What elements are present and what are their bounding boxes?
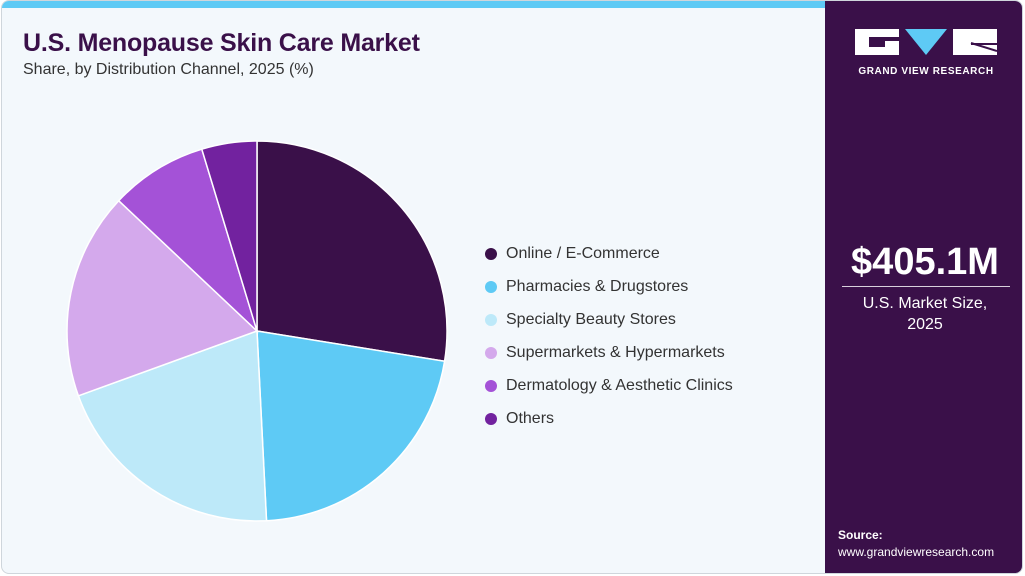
market-size-label-line1: U.S. Market Size, [862,295,988,312]
chart-subtitle: Share, by Distribution Channel, 2025 (%) [23,61,314,78]
legend-label: Online / E-Commerce [506,244,660,262]
legend-label: Specialty Beauty Stores [506,310,676,328]
legend-dot-icon [485,379,497,392]
pie-slice-specialty-beauty-stores [77,329,268,522]
legend-item: Dermatology & Aesthetic Clinics [485,369,733,402]
source-label: Source: [838,528,883,542]
pie-slice-dermatology-aesthetic-clinics [117,148,259,334]
pie-slice-others [200,140,258,332]
source-url[interactable]: www.grandviewresearch.com [838,545,995,559]
legend-dot-icon [485,412,497,425]
legend-dot-icon [485,280,497,293]
legend-item: Specialty Beauty Stores [485,303,733,336]
legend-label: Pharmacies & Drugstores [506,277,689,295]
market-size-value: $405.1M [851,241,999,283]
source: Source: www.grandviewresearch.com [838,527,994,561]
gvr-logo-icon [855,29,998,55]
legend: Online / E-Commerce Pharmacies & Drugstor… [485,237,733,435]
market-size-label: U.S. Market Size, 2025 [825,293,1022,335]
legend-item: Supermarkets & Hypermarkets [485,336,733,369]
legend-item: Pharmacies & Drugstores [485,270,733,303]
brand-logo: GRAND VIEW RESEARCH [855,29,998,77]
legend-dot-icon [485,247,497,260]
accent-bar [2,1,826,8]
legend-dot-icon [485,313,497,326]
legend-item: Others [485,402,733,435]
pie-slice-online-e-commerce [256,140,448,363]
legend-item: Online / E-Commerce [485,237,733,270]
sidebar: GRAND VIEW RESEARCH $405.1M U.S. Market … [825,1,1022,573]
legend-dot-icon [485,346,497,359]
market-size-label-line2: 2025 [907,316,943,333]
legend-label: Supermarkets & Hypermarkets [506,343,725,361]
legend-label: Dermatology & Aesthetic Clinics [506,376,733,394]
pie-slice-supermarkets-hypermarkets [66,199,259,397]
divider [842,286,1010,287]
pie-chart [66,140,448,522]
legend-label: Others [506,409,555,427]
pie-slice-pharmacies-drugstores [256,330,446,522]
chart-title: U.S. Menopause Skin Care Market [23,29,420,57]
brand-name: GRAND VIEW RESEARCH [858,66,994,77]
